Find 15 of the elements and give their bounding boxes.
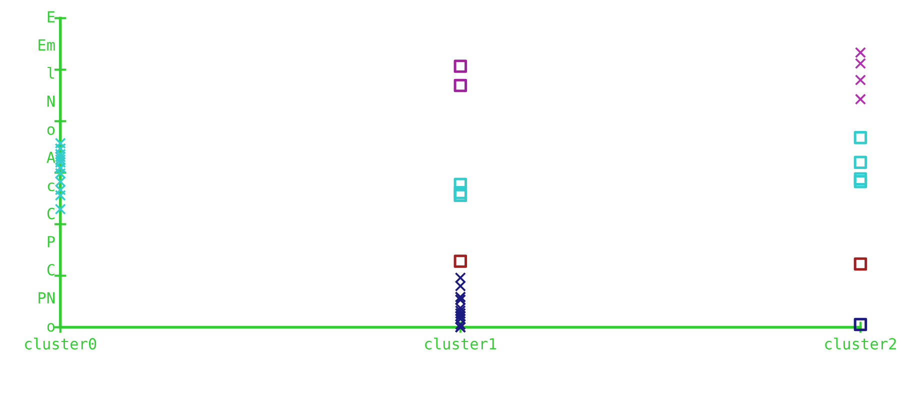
x-tick-label: cluster0 (25, 338, 96, 350)
text: PN (38, 292, 55, 304)
text: c (48, 182, 54, 192)
text: o (47, 126, 55, 136)
text: C (47, 208, 54, 220)
x-tick-label: cluster1 (425, 338, 496, 350)
text: P (48, 236, 55, 248)
text: l (48, 66, 54, 79)
text: E (48, 11, 55, 22)
text: N (47, 96, 55, 107)
text: Em (38, 39, 55, 51)
x-tick-label: cluster2 (825, 338, 896, 350)
text: o (47, 322, 55, 332)
text: C (47, 264, 54, 276)
text: A (46, 152, 56, 163)
